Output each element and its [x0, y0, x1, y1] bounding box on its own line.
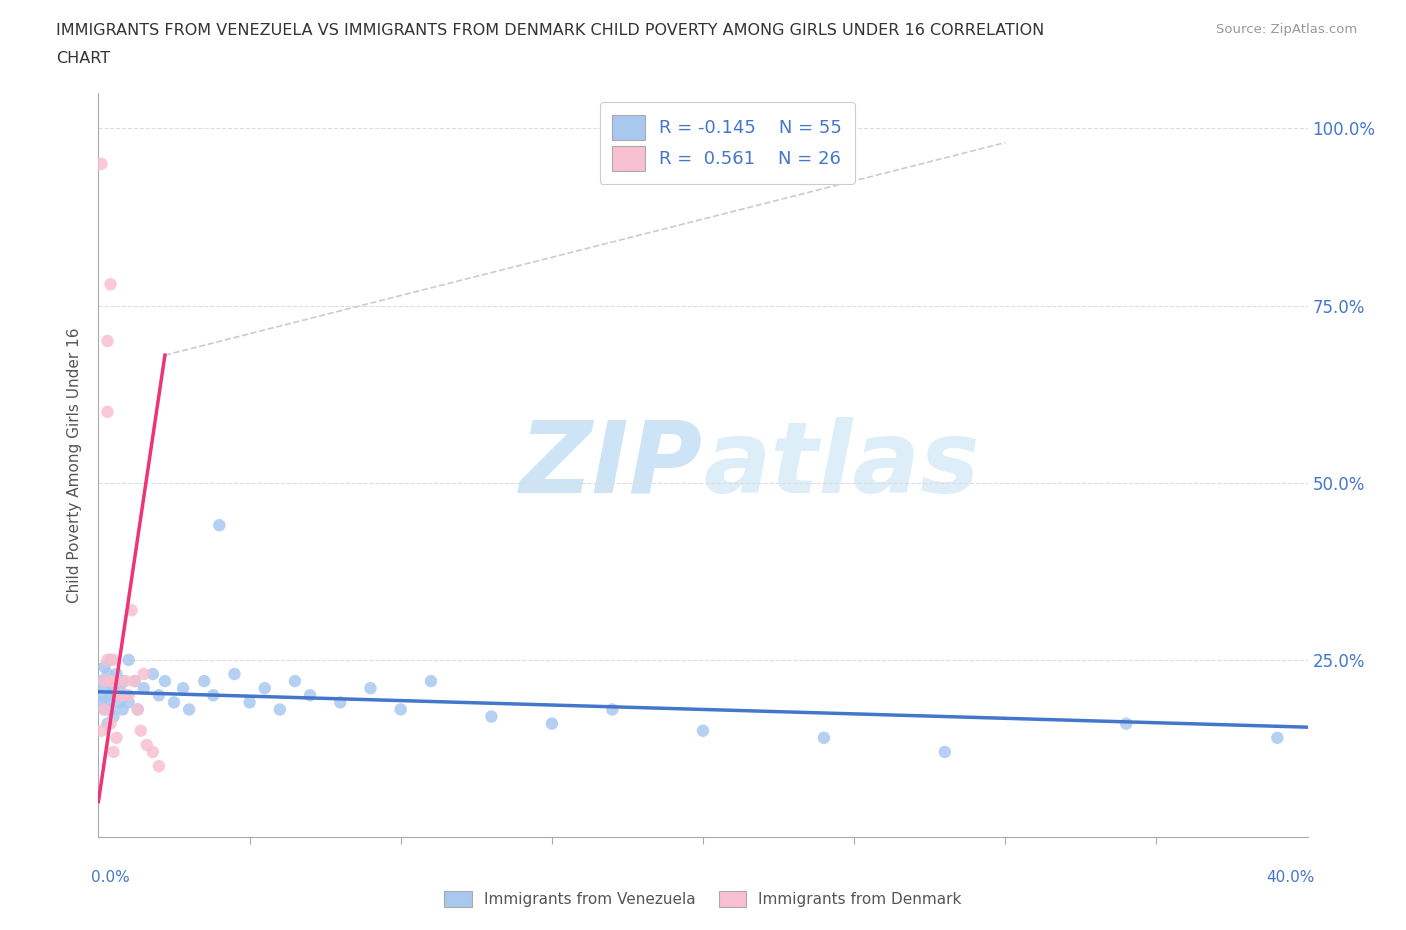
- Point: [284, 673, 307, 688]
- Text: atlas: atlas: [703, 417, 980, 513]
- Point: [1267, 730, 1289, 745]
- Point: [193, 673, 215, 688]
- Point: [96, 673, 118, 688]
- Y-axis label: Child Poverty Among Girls Under 16: Child Poverty Among Girls Under 16: [67, 327, 83, 603]
- Point: [253, 681, 276, 696]
- Text: IMMIGRANTS FROM VENEZUELA VS IMMIGRANTS FROM DENMARK CHILD POVERTY AMONG GIRLS U: IMMIGRANTS FROM VENEZUELA VS IMMIGRANTS …: [56, 23, 1045, 38]
- Point: [90, 156, 112, 171]
- Point: [96, 334, 118, 349]
- Point: [108, 688, 131, 703]
- Point: [111, 688, 134, 703]
- Point: [135, 737, 157, 752]
- Legend: Immigrants from Venezuela, Immigrants from Denmark: Immigrants from Venezuela, Immigrants fr…: [439, 884, 967, 913]
- Point: [239, 695, 262, 710]
- Text: 40.0%: 40.0%: [1267, 870, 1315, 884]
- Point: [96, 667, 118, 682]
- Point: [108, 681, 131, 696]
- Point: [108, 695, 131, 710]
- Point: [105, 673, 128, 688]
- Point: [100, 673, 122, 688]
- Point: [299, 688, 322, 703]
- Point: [602, 702, 624, 717]
- Point: [360, 681, 382, 696]
- Point: [540, 716, 562, 731]
- Point: [142, 745, 165, 760]
- Point: [124, 673, 146, 688]
- Point: [103, 681, 125, 696]
- Point: [148, 688, 170, 703]
- Point: [389, 702, 412, 717]
- Text: 0.0%: 0.0%: [91, 870, 131, 884]
- Point: [90, 673, 112, 688]
- Point: [100, 702, 122, 717]
- Point: [93, 681, 115, 696]
- Point: [103, 673, 125, 688]
- Point: [127, 702, 149, 717]
- Point: [163, 695, 186, 710]
- Point: [90, 688, 112, 703]
- Point: [329, 695, 352, 710]
- Text: Source: ZipAtlas.com: Source: ZipAtlas.com: [1216, 23, 1357, 36]
- Point: [114, 673, 136, 688]
- Point: [208, 518, 231, 533]
- Point: [692, 724, 714, 738]
- Point: [96, 405, 118, 419]
- Point: [100, 653, 122, 668]
- Point: [124, 673, 146, 688]
- Point: [93, 659, 115, 674]
- Point: [132, 667, 155, 682]
- Point: [481, 709, 503, 724]
- Point: [224, 667, 246, 682]
- Point: [93, 702, 115, 717]
- Text: ZIP: ZIP: [520, 417, 703, 513]
- Point: [148, 759, 170, 774]
- Point: [132, 681, 155, 696]
- Text: CHART: CHART: [56, 51, 110, 66]
- Point: [269, 702, 291, 717]
- Point: [420, 673, 443, 688]
- Point: [121, 603, 143, 618]
- Point: [153, 673, 176, 688]
- Point: [90, 724, 112, 738]
- Point: [202, 688, 225, 703]
- Point: [96, 695, 118, 710]
- Point: [172, 681, 194, 696]
- Point: [105, 730, 128, 745]
- Point: [179, 702, 201, 717]
- Point: [96, 653, 118, 668]
- Point: [103, 709, 125, 724]
- Point: [105, 688, 128, 703]
- Point: [90, 695, 112, 710]
- Point: [934, 745, 956, 760]
- Point: [118, 695, 141, 710]
- Point: [96, 716, 118, 731]
- Point: [93, 673, 115, 688]
- Point: [813, 730, 835, 745]
- Point: [118, 688, 141, 703]
- Point: [111, 673, 134, 688]
- Point: [1115, 716, 1137, 731]
- Point: [105, 667, 128, 682]
- Legend: R = -0.145    N = 55, R =  0.561    N = 26: R = -0.145 N = 55, R = 0.561 N = 26: [599, 102, 855, 184]
- Point: [103, 745, 125, 760]
- Point: [129, 724, 152, 738]
- Point: [100, 277, 122, 292]
- Point: [111, 702, 134, 717]
- Point: [100, 688, 122, 703]
- Point: [118, 653, 141, 668]
- Point: [93, 702, 115, 717]
- Point: [142, 667, 165, 682]
- Point: [100, 716, 122, 731]
- Point: [103, 653, 125, 668]
- Point: [114, 688, 136, 703]
- Point: [127, 702, 149, 717]
